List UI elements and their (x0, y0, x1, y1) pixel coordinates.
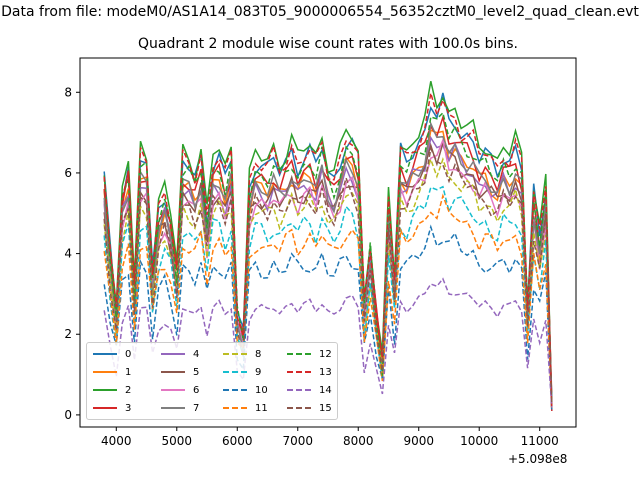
legend-swatch (93, 407, 117, 409)
legend-entry-10: 10 (223, 383, 268, 397)
legend-label: 6 (193, 384, 200, 396)
legend-label: 4 (193, 348, 200, 360)
y-axis: 0 2 4 6 8 (64, 85, 80, 422)
legend-label: 11 (255, 402, 268, 414)
series-line-2 (103, 81, 553, 410)
series-line-12 (103, 111, 553, 408)
legend-entry-8: 8 (223, 347, 261, 361)
legend-swatch (223, 371, 247, 373)
y-tick-label: 8 (64, 85, 72, 99)
x-tick-label: 9000 (403, 434, 434, 448)
legend-swatch (223, 353, 247, 355)
legend-swatch (287, 371, 311, 373)
legend-label: 0 (125, 348, 132, 360)
y-tick-label: 4 (64, 247, 72, 261)
x-tick-label: 6000 (222, 434, 253, 448)
legend-entry-2: 2 (93, 383, 131, 397)
series-layer (103, 81, 553, 411)
legend-entry-12: 12 (287, 347, 332, 361)
legend-swatch (93, 389, 117, 391)
x-tick-label: 8000 (343, 434, 374, 448)
legend-swatch (161, 389, 185, 391)
legend-label: 9 (255, 366, 262, 378)
legend-entry-1: 1 (93, 365, 131, 379)
legend-label: 15 (319, 402, 332, 414)
legend-swatch (161, 353, 185, 355)
legend-swatch (93, 371, 117, 373)
series-line-15 (103, 146, 553, 405)
legend-swatch (223, 389, 247, 391)
chart-title: Quadrant 2 module wise count rates with … (138, 36, 518, 52)
legend-swatch (161, 407, 185, 409)
series-line-9 (103, 185, 553, 399)
legend-entry-14: 14 (287, 383, 332, 397)
legend-entry-7: 7 (161, 401, 199, 415)
legend-swatch (287, 407, 311, 409)
legend-entry-13: 13 (287, 365, 332, 379)
legend-entry-9: 9 (223, 365, 261, 379)
legend-swatch (287, 389, 311, 391)
legend-label: 8 (255, 348, 262, 360)
legend-entry-15: 15 (287, 401, 332, 415)
legend-label: 5 (193, 366, 200, 378)
x-tick-label: 4000 (101, 434, 132, 448)
legend-entry-4: 4 (161, 347, 199, 361)
legend-label: 10 (255, 384, 268, 396)
legend-entry-5: 5 (161, 365, 199, 379)
legend-entry-6: 6 (161, 383, 199, 397)
figure-suptitle: Data from file: modeM0/AS1A14_083T05_900… (1, 4, 639, 20)
legend-entry-3: 3 (93, 401, 131, 415)
x-tick-label: 10000 (460, 434, 498, 448)
y-tick-label: 6 (64, 166, 72, 180)
x-offset-label: +5.098e8 (508, 452, 568, 466)
legend-label: 12 (319, 348, 332, 360)
x-tick-label: 11000 (521, 434, 559, 448)
legend-swatch (93, 353, 117, 355)
plot-frame (79, 57, 577, 428)
legend-entry-0: 0 (93, 347, 131, 361)
legend-entry-11: 11 (223, 401, 268, 415)
y-tick-label: 0 (64, 408, 72, 422)
legend-swatch (287, 353, 311, 355)
series-line-14 (103, 277, 553, 408)
legend-label: 2 (125, 384, 132, 396)
legend-label: 3 (125, 402, 132, 414)
series-line-13 (103, 92, 553, 411)
chart-legend: 0 1 2 3 4 5 6 7 8 9 10 11 12 13 14 15 (86, 342, 338, 420)
y-tick-label: 2 (64, 327, 72, 341)
legend-label: 13 (319, 366, 332, 378)
x-axis: 4000 5000 6000 7000 8000 9000 10000 11000 (101, 427, 559, 448)
legend-label: 7 (193, 402, 200, 414)
x-tick-label: 5000 (162, 434, 193, 448)
legend-swatch (161, 371, 185, 373)
legend-label: 1 (125, 366, 132, 378)
legend-label: 14 (319, 384, 332, 396)
x-tick-label: 7000 (282, 434, 313, 448)
series-line-11 (103, 193, 553, 410)
legend-swatch (223, 407, 247, 409)
